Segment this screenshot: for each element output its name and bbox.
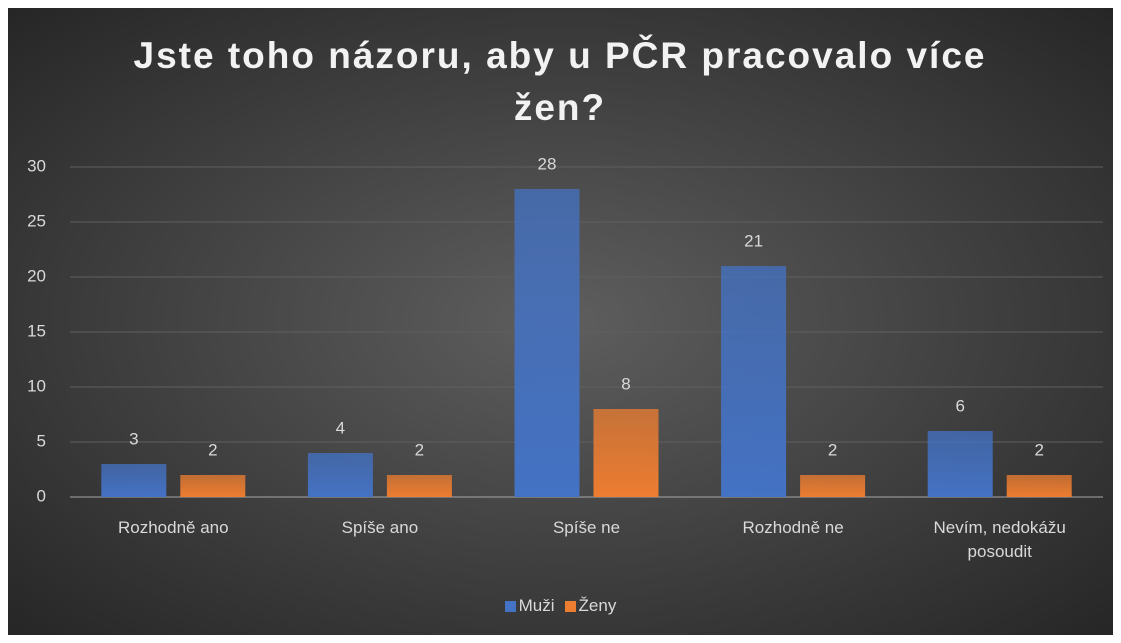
- x-tick-label: Spíše ne: [552, 518, 621, 537]
- bar: [721, 266, 787, 497]
- legend-item: Ženy: [564, 596, 617, 616]
- bar: [180, 475, 246, 497]
- bar: [1006, 475, 1072, 497]
- data-label: 2: [415, 440, 424, 459]
- x-tick-label: Rozhodně ano: [118, 518, 229, 537]
- data-label: 21: [744, 231, 763, 250]
- x-tick-label: Rozhodně ne: [742, 518, 844, 537]
- y-tick-label: 25: [27, 211, 46, 230]
- data-label: 2: [208, 440, 217, 459]
- data-label: 8: [621, 374, 630, 393]
- y-tick-label: 30: [27, 156, 46, 175]
- data-label: 2: [1034, 440, 1043, 459]
- data-label: 4: [336, 418, 345, 437]
- legend-label: Ženy: [578, 596, 617, 615]
- legend-swatch: [504, 600, 516, 612]
- legend: Muži Ženy: [0, 596, 1121, 616]
- bar: [514, 189, 580, 497]
- bar: [800, 475, 866, 497]
- y-tick-label: 15: [27, 321, 46, 340]
- legend-item: Muži: [504, 596, 555, 616]
- bar: [101, 464, 167, 497]
- legend-swatch: [564, 600, 576, 612]
- bar: [307, 453, 373, 497]
- data-label: 2: [828, 440, 837, 459]
- y-tick-label: 5: [37, 431, 46, 450]
- y-tick-label: 0: [37, 486, 46, 505]
- chart-title: Jste toho názoru, aby u PČR pracovalo ví…: [133, 35, 987, 128]
- data-label: 3: [129, 429, 138, 448]
- bar: [386, 475, 452, 497]
- bar: [593, 409, 659, 497]
- data-label: 6: [955, 396, 964, 415]
- x-tick-label: Nevím, nedokážu posoudit: [933, 518, 1066, 561]
- legend-label: Muži: [518, 596, 555, 615]
- y-tick-label: 10: [27, 376, 46, 395]
- x-tick-label: Spíše ano: [341, 518, 419, 537]
- data-label: 28: [538, 154, 557, 173]
- y-tick-label: 20: [27, 266, 46, 285]
- bar: [927, 431, 993, 497]
